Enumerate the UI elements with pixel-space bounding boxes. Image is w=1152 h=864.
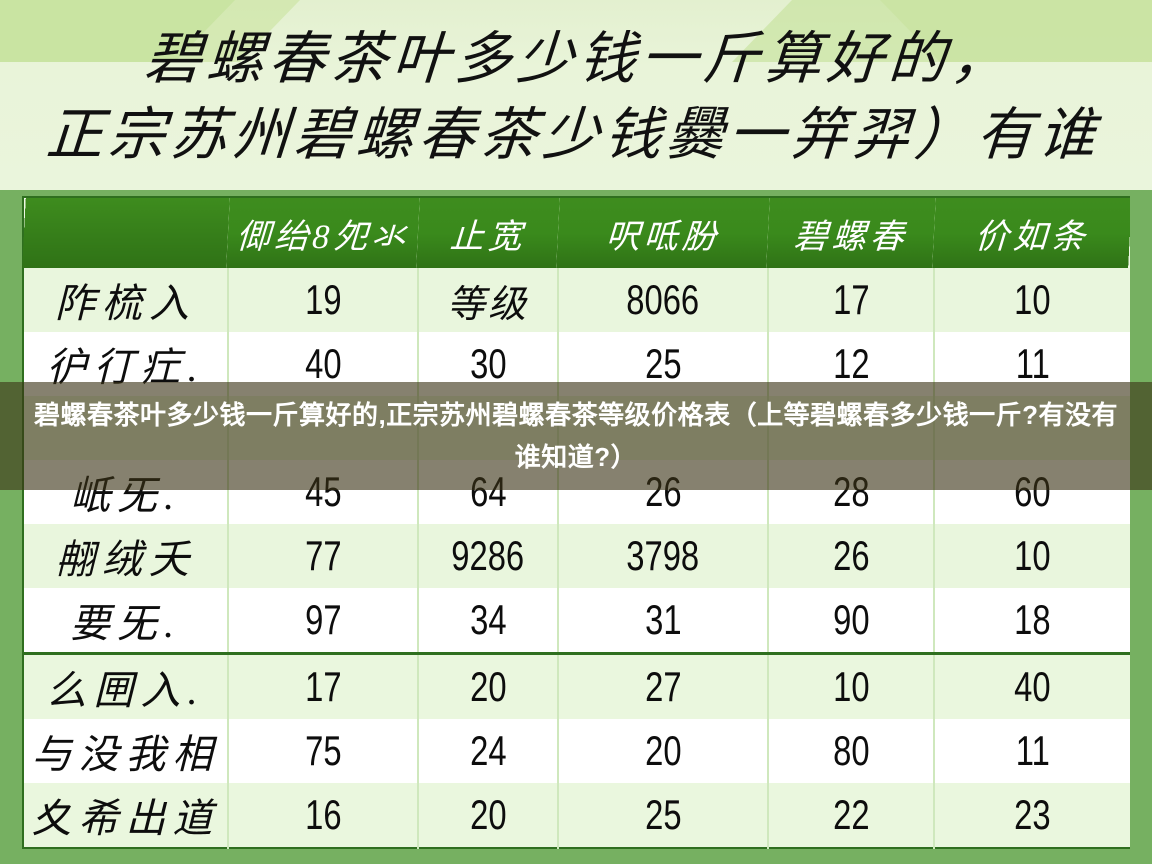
table-cell: 10 (933, 268, 1131, 332)
row-label: 夊希出道 (23, 783, 229, 848)
table-header-cell-5: 价如条 (932, 197, 1133, 268)
cell-value: 20 (469, 791, 507, 838)
table-cell: 40 (933, 652, 1131, 719)
cell-value: 9286 (451, 532, 525, 579)
cell-value: 25 (644, 791, 682, 838)
caption-overlay: 碧螺春茶叶多少钱一斤算好的,正宗苏州碧螺春茶等级价格表（上等碧螺春多少钱一斤?有… (0, 382, 1152, 490)
table-cell: 17 (227, 652, 419, 719)
table-cell: 80 (767, 719, 935, 783)
row-label: 与没我相 (23, 719, 229, 783)
cell-value: 34 (469, 596, 507, 643)
table-header-cell-0 (21, 197, 230, 268)
decorative-band-right-icon (732, 0, 1152, 62)
table-cell: 27 (557, 652, 769, 719)
cell-value: 11 (1015, 727, 1050, 774)
cell-value: 12 (832, 340, 870, 387)
cell-value: 75 (304, 727, 342, 774)
table-header-cell-4: 碧螺春 (766, 197, 936, 268)
table-cell: 16 (227, 783, 419, 848)
table-row: 与没我相 75 24 20 80 11 (23, 719, 1131, 783)
cell-value: 20 (469, 663, 507, 710)
cell-value: 27 (644, 663, 682, 710)
table-row: 么㘡入. 17 20 27 10 40 (23, 652, 1131, 719)
table-cell: 11 (933, 719, 1131, 783)
cell-value: 25 (644, 340, 682, 387)
table-cell: 20 (417, 652, 559, 719)
cell-value: 80 (832, 727, 870, 774)
cell-value: 3798 (626, 532, 700, 579)
cell-value: 23 (1014, 791, 1051, 838)
cell-value: 10 (1014, 532, 1051, 579)
table-cell: 22 (767, 783, 935, 848)
table-cell: 26 (767, 524, 935, 588)
table-cell: 25 (557, 783, 769, 848)
cell-value: 77 (304, 532, 342, 579)
table-cell: 20 (417, 783, 559, 848)
caption-text: 碧螺春茶叶多少钱一斤算好的,正宗苏州碧螺春茶等级价格表（上等碧螺春多少钱一斤?有… (33, 400, 1119, 472)
table-cell: 97 (227, 588, 419, 654)
cell-value: 26 (832, 532, 870, 579)
table-cell: 17 (767, 268, 935, 332)
table-row: 要旡. 97 34 31 90 18 (23, 588, 1131, 654)
table-header-cell-2: 止宽 (416, 197, 560, 268)
table-cell: 75 (227, 719, 419, 783)
cell-value: 11 (1015, 340, 1050, 387)
cell-value: 90 (832, 596, 870, 643)
cell-value: 30 (469, 340, 507, 387)
cell-value: 31 (644, 596, 682, 643)
table-cell: 77 (227, 524, 419, 588)
table-header-cell-1: 㑡绐8夗氺 (226, 197, 420, 268)
cell-value: 18 (1014, 596, 1051, 643)
table-cell: 18 (933, 588, 1131, 654)
cell-value: 10 (832, 663, 870, 710)
cell-value: 40 (1014, 663, 1051, 710)
table-row: 䎃绒夭 77 9286 3798 26 10 (23, 524, 1131, 588)
table-cell: 23 (933, 783, 1131, 848)
table-header-cell-3: 呎呧肦 (556, 197, 770, 268)
table-cell: 24 (417, 719, 559, 783)
cell-value: 10 (1014, 276, 1051, 323)
table-cell: 19 (227, 268, 419, 332)
page-margin-right (1130, 190, 1152, 864)
cell-value: 22 (832, 791, 870, 838)
row-label: 么㘡入. (23, 652, 229, 719)
table-row: 阼梳入 19 等级 8066 17 10 (23, 268, 1131, 332)
table-cell: 31 (557, 588, 769, 654)
table-row: 夊希出道 16 20 25 22 23 (23, 783, 1131, 848)
table-cell: 8066 (557, 268, 769, 332)
table-cell: 10 (767, 652, 935, 719)
table-header: 㑡绐8夗氺 止宽 呎呧肦 碧螺春 价如条 (21, 197, 1133, 268)
cell-value: 17 (304, 663, 342, 710)
table-cell: 9286 (417, 524, 559, 588)
title-panel: 碧螺春茶叶多少钱一斤算好的， 正宗苏州碧螺春茶少钱爨一笄羿）有谁 (0, 0, 1152, 190)
grade-price-table: 㑡绐8夗氺 止宽 呎呧肦 碧螺春 价如条 阼梳入 19 等级 8066 17 1… (21, 196, 1133, 849)
page-margin-left (0, 190, 22, 864)
cell-value: 17 (832, 276, 870, 323)
table-cell: 10 (933, 524, 1131, 588)
table-header-row: 㑡绐8夗氺 止宽 呎呧肦 碧螺春 价如条 (21, 197, 1133, 268)
page-title: 碧螺春茶叶多少钱一斤算好的， 正宗苏州碧螺春茶少钱爨一笄羿）有谁 (44, 28, 1103, 167)
table-cell: 34 (417, 588, 559, 654)
row-label: 䎃绒夭 (23, 524, 229, 588)
table-body: 阼梳入 19 等级 8066 17 10 㣗㣔疘. 40 30 25 12 11 (23, 268, 1131, 848)
table-cell: 3798 (557, 524, 769, 588)
table-cell: 等级 (417, 268, 559, 332)
cell-value: 8066 (626, 276, 700, 323)
price-table-container: 㑡绐8夗氺 止宽 呎呧肦 碧螺春 价如条 阼梳入 19 等级 8066 17 1… (21, 196, 1133, 849)
cell-value: 19 (304, 276, 342, 323)
cell-value: 24 (469, 727, 507, 774)
cell-value: 97 (304, 596, 342, 643)
table-cell: 20 (557, 719, 769, 783)
cell-value: 40 (304, 340, 342, 387)
row-label: 阼梳入 (23, 268, 229, 332)
cell-value: 20 (644, 727, 682, 774)
table-cell: 90 (767, 588, 935, 654)
row-label: 要旡. (23, 588, 229, 654)
cell-value: 16 (304, 791, 342, 838)
